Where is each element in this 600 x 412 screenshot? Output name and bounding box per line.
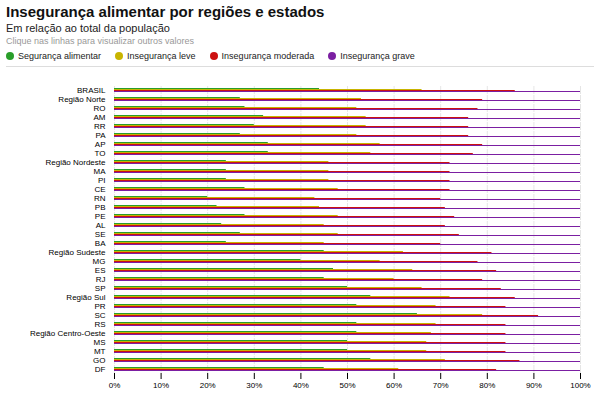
svg-text:SP: SP (95, 284, 106, 293)
svg-text:PB: PB (95, 203, 106, 212)
svg-text:PI: PI (98, 176, 106, 185)
svg-text:TO: TO (95, 149, 106, 158)
svg-text:RS: RS (94, 320, 105, 329)
svg-text:RN: RN (94, 194, 106, 203)
svg-text:PA: PA (95, 131, 106, 140)
svg-text:80%: 80% (479, 381, 495, 390)
html-text:Insegurança grave: Insegurança grave (340, 51, 415, 61)
svg-text:MS: MS (94, 338, 106, 347)
svg-text:AP: AP (95, 140, 106, 149)
svg-text:70%: 70% (433, 381, 449, 390)
svg-text:BRASIL: BRASIL (77, 86, 106, 95)
svg-text:RR: RR (94, 122, 106, 131)
html-text:Insegurança alimentar por regi: Insegurança alimentar por regiões e esta… (6, 3, 325, 20)
svg-text:SE: SE (95, 230, 106, 239)
svg-text:90%: 90% (526, 381, 542, 390)
svg-text:ES: ES (95, 266, 106, 275)
svg-text:40%: 40% (293, 381, 309, 390)
svg-text:10%: 10% (153, 381, 169, 390)
svg-text:Região Centro-Oeste: Região Centro-Oeste (30, 329, 106, 338)
svg-text:DF: DF (95, 365, 106, 374)
svg-text:30%: 30% (246, 381, 262, 390)
svg-text:MT: MT (94, 347, 106, 356)
html-text:Clique nas linhas para visuali: Clique nas linhas para visualizar outros… (6, 36, 195, 46)
svg-text:RJ: RJ (96, 275, 106, 284)
svg-text:BA: BA (95, 239, 106, 248)
html-text:Insegurança moderada: Insegurança moderada (221, 51, 315, 61)
svg-text:PE: PE (95, 212, 106, 221)
svg-text:0%: 0% (109, 381, 121, 390)
html-text:Segurança alimentar: Segurança alimentar (18, 51, 102, 61)
svg-text:Região Nordeste: Região Nordeste (45, 158, 106, 167)
svg-text:CE: CE (94, 185, 105, 194)
svg-text:MA: MA (94, 167, 107, 176)
svg-text:AL: AL (96, 221, 106, 230)
svg-text:MG: MG (93, 257, 106, 266)
svg-text:Região Sudeste: Região Sudeste (49, 248, 106, 257)
svg-text:PR: PR (94, 302, 105, 311)
svg-text:GO: GO (93, 356, 105, 365)
svg-text:20%: 20% (200, 381, 216, 390)
svg-text:Região Sul: Região Sul (66, 293, 105, 302)
svg-text:Região Norte: Região Norte (58, 95, 106, 104)
html-text:Em relação ao total da populaç: Em relação ao total da população (6, 22, 170, 34)
svg-text:RO: RO (94, 104, 106, 113)
svg-text:50%: 50% (339, 381, 355, 390)
svg-text:60%: 60% (386, 381, 402, 390)
svg-text:AM: AM (94, 113, 106, 122)
html-text:Insegurança leve: Insegurança leve (127, 51, 196, 61)
svg-text:SC: SC (94, 311, 105, 320)
svg-text:100%: 100% (570, 381, 590, 390)
